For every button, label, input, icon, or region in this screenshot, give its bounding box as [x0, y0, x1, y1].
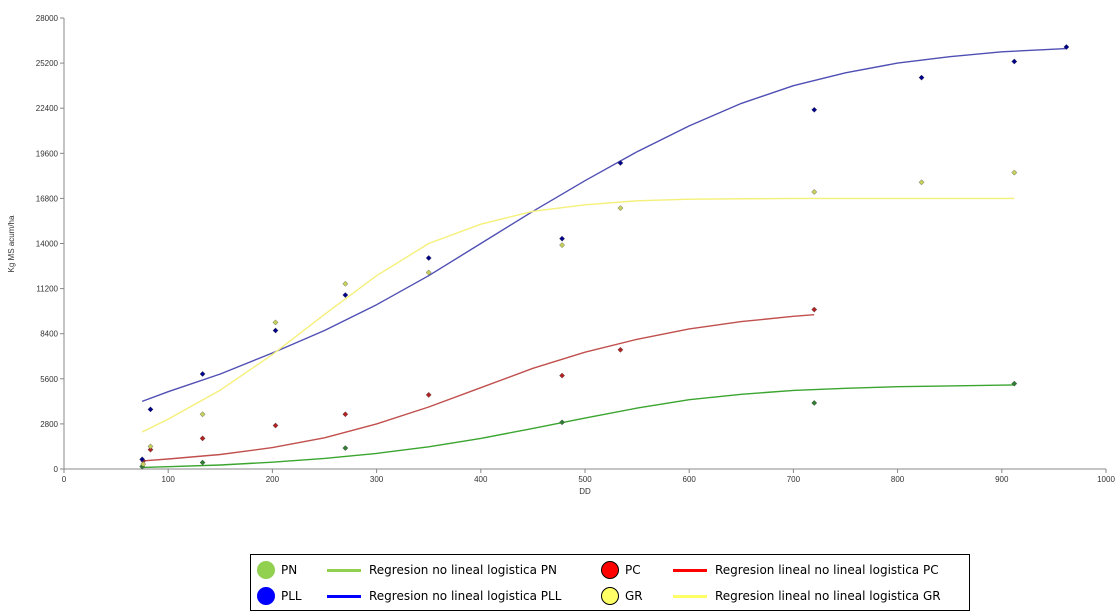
- x-tick-label: 400: [474, 475, 488, 484]
- data-point-pll: [199, 371, 206, 377]
- legend-item-pc: PC: [601, 558, 641, 582]
- y-tick-label: 19600: [36, 149, 59, 158]
- legend-label-pll: PLL: [281, 589, 302, 603]
- legend-label-pc: PC: [625, 563, 641, 577]
- legend-marker-pn: [257, 561, 275, 579]
- series-points-pn: [139, 380, 1018, 470]
- regression-lines: [141, 47, 1067, 469]
- data-point-pc: [559, 372, 565, 379]
- data-point-pll: [1063, 44, 1070, 50]
- data-point-pc: [342, 411, 349, 418]
- data-point-pll: [617, 160, 624, 166]
- x-tick-label: 500: [578, 475, 592, 484]
- legend-line-pll: [327, 594, 361, 598]
- data-point-gr: [140, 461, 147, 468]
- data-point-gr: [811, 189, 818, 195]
- data-point-pc: [425, 392, 432, 398]
- y-tick-label: 28000: [36, 14, 59, 23]
- x-tick-label: 600: [683, 475, 697, 484]
- series-points-pc: [140, 306, 818, 464]
- data-point-pll: [272, 327, 279, 334]
- legend-label-regression-pll: Regresion no lineal logistica PLL: [369, 589, 562, 603]
- data-point-gr: [147, 443, 154, 450]
- data-point-gr: [1011, 169, 1018, 176]
- x-tick-label: 1000: [1097, 475, 1115, 484]
- legend-line-pc: [673, 568, 707, 572]
- data-point-pc: [617, 346, 624, 353]
- data-point-pll: [811, 106, 818, 113]
- x-tick-label: 100: [162, 475, 176, 484]
- y-tick-label: 22400: [36, 104, 59, 113]
- data-point-pn: [559, 419, 565, 426]
- legend-label-pn: PN: [281, 563, 298, 577]
- series-points-gr: [140, 169, 1018, 468]
- legend-line-pn: [327, 568, 361, 572]
- x-tick-label: 800: [891, 475, 905, 484]
- data-point-gr: [617, 205, 624, 211]
- data-point-pc: [272, 422, 279, 429]
- data-point-pll: [147, 406, 154, 413]
- x-axis-label: DD: [579, 487, 591, 496]
- axes: 0 2800 5600 8400 11200 14000 16800 19600 22400 25…: [36, 14, 1116, 484]
- legend-item-regression-pc: Regresion lineal no lineal logistica PC: [673, 558, 939, 582]
- y-tick-label: 5600: [40, 375, 58, 384]
- data-point-gr: [342, 280, 349, 287]
- data-point-pn: [1011, 380, 1018, 387]
- x-tick-label: 200: [266, 475, 280, 484]
- data-point-gr: [272, 319, 279, 326]
- data-point-pll: [918, 74, 925, 81]
- data-point-pll: [139, 456, 146, 463]
- legend-line-gr: [673, 594, 707, 598]
- data-point-gr: [918, 179, 925, 186]
- data-point-pll: [425, 255, 432, 261]
- series-line-regresion-no-lineal-logistica-pll: [141, 47, 1067, 403]
- legend-label-regression-pc: Regresion lineal no lineal logistica PC: [715, 563, 939, 577]
- legend-item-gr: GR: [601, 584, 643, 608]
- data-points: [139, 44, 1070, 470]
- y-tick-label: 8400: [40, 330, 58, 339]
- legend-item-pn: PN: [257, 558, 297, 582]
- series-line-regresion-lineal-no-lineal-logistica-pc: [142, 314, 815, 462]
- chart-legend: PN Regresion no lineal logistica PN PC R…: [250, 554, 970, 611]
- legend-item-regression-pll: Regresion no lineal logistica PLL: [327, 584, 561, 608]
- series-line-regresion-no-lineal-logistica-pn: [142, 384, 1015, 469]
- y-tick-label: 25200: [36, 59, 59, 68]
- y-tick-label: 14000: [36, 240, 59, 249]
- legend-label-regression-pn: Regresion no lineal logistica PN: [369, 563, 558, 577]
- data-point-pll: [1011, 58, 1018, 65]
- data-point-pn: [199, 459, 206, 466]
- x-tick-label: 0: [62, 475, 67, 484]
- data-point-pn: [342, 445, 349, 451]
- data-point-pll: [342, 292, 349, 298]
- legend-marker-gr: [601, 587, 619, 605]
- legend-item-regression-gr: Regresion lineal no lineal logistica GR: [673, 584, 941, 608]
- y-tick-label: 11200: [36, 285, 58, 294]
- legend-marker-pll: [257, 587, 275, 605]
- legend-item-pll: PLL: [257, 584, 302, 608]
- x-tick-label: 700: [787, 475, 801, 484]
- legend-label-gr: GR: [625, 589, 643, 603]
- y-axis-label: Kg MS acum/ha: [7, 215, 16, 272]
- data-point-gr: [559, 242, 565, 248]
- x-tick-label: 900: [995, 475, 1009, 484]
- y-tick-label: 2800: [40, 420, 58, 429]
- data-point-pc: [199, 435, 206, 442]
- legend-marker-pc: [601, 561, 619, 579]
- legend-label-regression-gr: Regresion lineal no lineal logistica GR: [715, 589, 941, 603]
- data-point-gr: [199, 411, 206, 418]
- data-point-pn: [811, 400, 818, 406]
- series-line-regresion-lineal-no-lineal-logistica-gr: [141, 197, 1015, 433]
- data-point-pc: [147, 446, 154, 453]
- scatter-chart: 0 2800 5600 8400 11200 14000 16800 19600 22400 25…: [7, 14, 1116, 496]
- data-point-pll: [559, 235, 565, 242]
- y-tick-label: 16800: [36, 194, 59, 203]
- series-points-pll: [139, 44, 1070, 463]
- y-tick-label: 0: [54, 465, 59, 474]
- legend-item-regression-pn: Regresion no lineal logistica PN: [327, 558, 557, 582]
- x-tick-label: 300: [370, 475, 384, 484]
- data-point-gr: [425, 269, 432, 276]
- data-point-pc: [811, 306, 818, 313]
